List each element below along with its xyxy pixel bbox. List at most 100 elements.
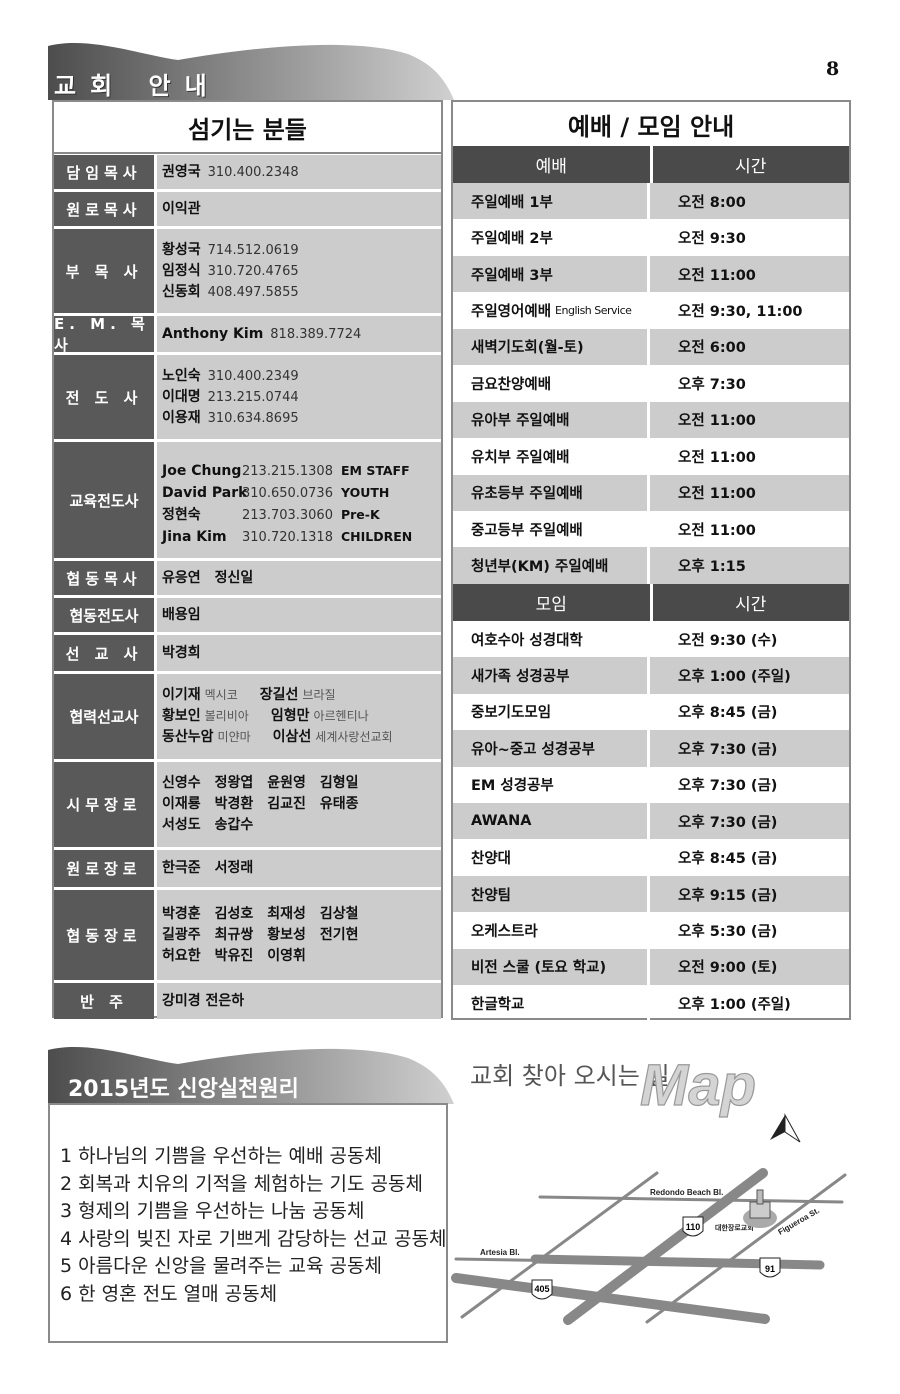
person-name: 송갑수 xyxy=(214,817,254,833)
principle-item: 6 한 영혼 전도 열매 공동체 xyxy=(60,1282,278,1305)
mission-country: 미얀마 xyxy=(217,730,251,744)
person-name: 허요한 xyxy=(162,947,201,964)
person-name: 이영휘 xyxy=(267,947,306,964)
schedule-title: 예배 / 모임 안내 xyxy=(567,112,735,141)
staff-line: 서성도 송갑수 xyxy=(162,815,441,836)
staff-role-label: 원로장로 xyxy=(54,850,154,887)
staff-line: Anthony Kim 818.389.7724 xyxy=(162,324,441,345)
schedule-row: 유아부 주일예배 오전 11:00 xyxy=(453,401,849,439)
person-name: 이용재 xyxy=(162,409,201,426)
staff-line: 이재룡 박경환 김교진 유태종 xyxy=(162,794,441,815)
staff-title: 섬기는 분들 xyxy=(54,102,441,154)
principle-item: 1 하나님의 기쁨을 우선하는 예배 공동체 xyxy=(60,1145,382,1167)
staff-names: 박경훈 김성호 최재성 김상철 길광주 최규쌍 황보성 전기현 허요한 박유진 이영휘 xyxy=(157,890,441,980)
staff-line: 황보인 볼리비아 임형만 아르헨티나 xyxy=(162,706,441,727)
staff-row: 교육전도사 Joe Chung213.215.1308 EM STAFF David … xyxy=(54,442,441,558)
map-logo: Map xyxy=(640,1053,756,1118)
person-name: 박유진 xyxy=(214,947,254,964)
event-name: 주일예배 1부 xyxy=(453,183,650,220)
event-time: 오후 7:30 (금) xyxy=(678,778,778,795)
staff-line: 정현숙 213.703.3060 Pre-K xyxy=(162,504,441,526)
phone-number: 310.400.2348 xyxy=(207,164,299,180)
schedule-row: 주일영어예배 English Service 오전 9:30, 11:00 xyxy=(453,292,849,329)
person-name: 유태종 xyxy=(319,796,359,812)
event-name-text: 주일예배 1부 xyxy=(471,194,553,211)
mission-country: 아르헨티나 xyxy=(313,709,369,723)
staff-line: 노인숙 310.400.2349 xyxy=(162,366,441,387)
schedule-row: 유치부 주일예배 오전 11:00 xyxy=(453,438,849,475)
staff-line: 신영수 정왕엽 윤원영 김형일 xyxy=(162,773,441,794)
ministry-role: EM STAFF xyxy=(340,463,410,478)
person-name: 최재성 xyxy=(267,905,306,922)
event-name-text: 유초등부 주일예배 xyxy=(471,486,583,503)
phone-number: 714.512.0619 xyxy=(207,242,299,258)
event-name-text: 여호수아 성경대학 xyxy=(471,632,583,649)
page-number: 8 xyxy=(826,58,840,80)
event-note: English Service xyxy=(555,304,632,318)
person-name: 김형일 xyxy=(319,775,359,791)
staff-names: 신영수 정왕엽 윤원영 김형일 이재룡 박경환 김교진 유태종 서성도 송갑수 xyxy=(157,762,441,847)
event-time: 오전 11:00 xyxy=(678,522,756,539)
person-name: 윤원영 xyxy=(267,775,306,791)
staff-names: 배용임 xyxy=(157,598,441,632)
staff-row: 원로목사 이익관 xyxy=(54,192,441,226)
staff-line: Jina Kim 310.720.1318 CHILDREN xyxy=(162,526,441,548)
staff-role-label: 선 교 사 xyxy=(54,635,154,671)
event-name: 유아부 주일예배 xyxy=(453,401,650,439)
event-name-text: 한글학교 xyxy=(471,996,525,1013)
person-name: 박경희 xyxy=(162,644,201,661)
person-name: 이재룡 xyxy=(162,796,201,812)
phone-number: 818.389.7724 xyxy=(270,326,362,342)
freeway-shield-icon xyxy=(531,1279,553,1300)
event-time: 오후 8:45 (금) xyxy=(678,851,778,868)
event-name: 주일예배 2부 xyxy=(453,219,650,256)
person-name: 전기현 xyxy=(319,926,359,943)
staff-line: 임정식 310.720.4765 xyxy=(162,261,441,282)
event-time: 오후 7:30 (금) xyxy=(678,741,778,758)
event-time: 오전 11:00 xyxy=(678,413,756,430)
person-name: 이대명 xyxy=(162,388,201,405)
staff-row: E. M. 목사 Anthony Kim 818.389.7724 xyxy=(54,315,441,354)
staff-names: 유응연 정신일 xyxy=(157,561,441,595)
event-time: 오후 7:30 (금) xyxy=(678,814,778,831)
event-name: 비전 스쿨 (토요 학교) xyxy=(453,948,650,986)
map-title: 교회 찾아 오시는 길 xyxy=(470,1062,670,1090)
staff-role-label: E. M. 목사 xyxy=(54,315,154,354)
person-name: 김성호 xyxy=(214,905,254,922)
event-time: 오후 5:30 (금) xyxy=(678,924,778,941)
event-name: 한글학교 xyxy=(453,985,650,1022)
person-name: 서정래 xyxy=(214,860,254,876)
staff-table: 섬기는 분들 담임목사 권영국 310.400.2348 원로목사 이익관 부 목 사 황성… xyxy=(52,100,443,1019)
staff-names: Joe Chung213.215.1308 EM STAFF David Park3… xyxy=(157,442,441,558)
event-name: 오케스트라 xyxy=(453,912,650,949)
staff-line: 이기재 멕시코 장길선 브라질 xyxy=(162,685,441,706)
event-time: 오전 11:00 xyxy=(678,486,756,503)
person-name: Anthony Kim xyxy=(162,325,264,342)
event-time: 오후 8:45 (금) xyxy=(678,705,778,722)
person-name: 이익관 xyxy=(162,200,201,217)
phone-number: 213.703.3060 xyxy=(242,508,333,523)
svg-text:405: 405 xyxy=(534,1284,549,1294)
event-name-text: 유아~중고 성경공부 xyxy=(471,741,595,758)
person-name: 박경훈 xyxy=(162,905,201,922)
person-name: 강미경 전은하 xyxy=(162,992,245,1009)
staff-line: Joe Chung213.215.1308 EM STAFF xyxy=(162,460,441,482)
meeting-header-time: 시간 xyxy=(735,594,767,615)
event-name: 유아~중고 성경공부 xyxy=(453,730,650,767)
staff-names: 이익관 xyxy=(157,192,441,226)
worship-header-time: 시간 xyxy=(735,157,767,177)
staff-role-label: 협동목사 xyxy=(54,561,154,595)
street-label: Redondo Beach Bl. xyxy=(650,1188,723,1197)
svg-text:110: 110 xyxy=(686,1222,701,1232)
freeway-shield-icon xyxy=(682,1216,704,1237)
schedule-row: 찬양대 오후 8:45 (금) xyxy=(453,839,849,876)
principle-item: 3 형제의 기쁨을 우선하는 나눔 공동체 xyxy=(60,1200,365,1222)
staff-names: 강미경 전은하 xyxy=(157,983,441,1019)
person-name: 장길선 xyxy=(259,687,299,703)
staff-role-label: 협력선교사 xyxy=(54,674,154,759)
schedule-row: 주일예배 1부 오전 8:00 xyxy=(453,183,849,220)
staff-line: 황성국 714.512.0619 xyxy=(162,240,441,261)
phone-number: 408.497.5855 xyxy=(207,284,299,300)
staff-line: 허요한 박유진 이영휘 xyxy=(162,946,441,967)
phone-number: 310.720.1318 xyxy=(242,530,333,545)
